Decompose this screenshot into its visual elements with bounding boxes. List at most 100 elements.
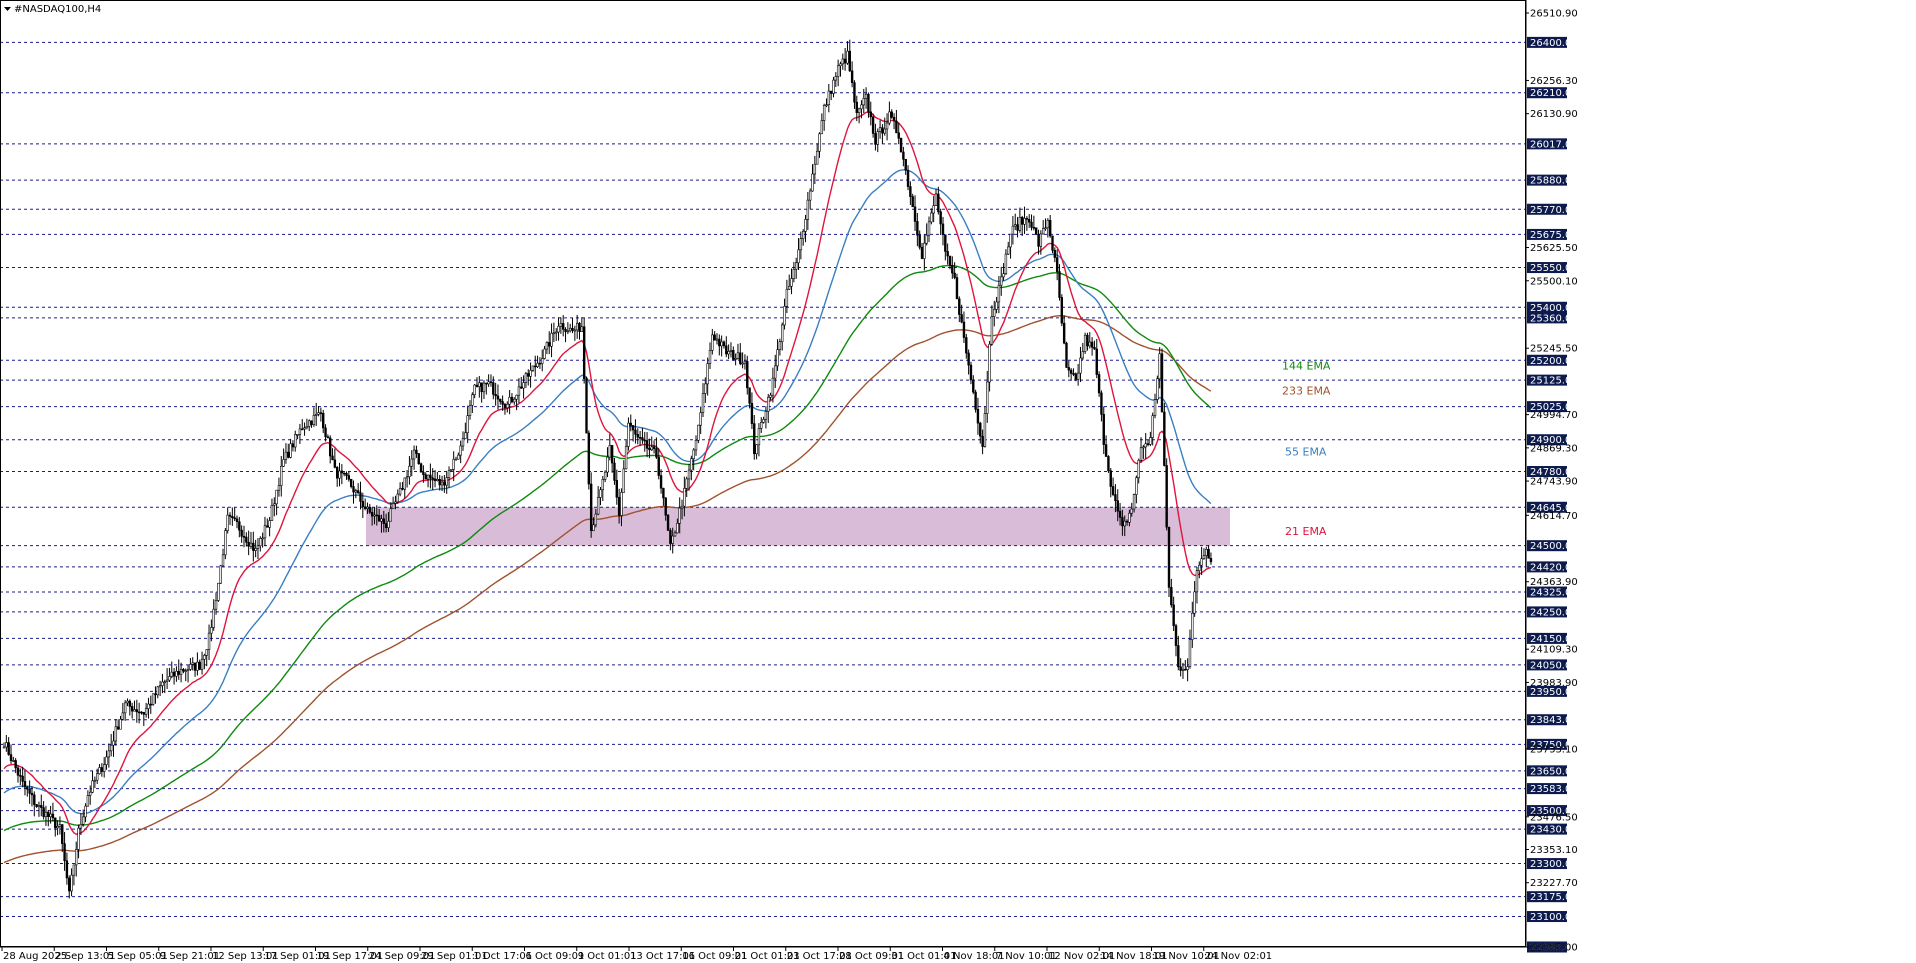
candle-body [116, 726, 120, 730]
candle-body [550, 332, 553, 347]
price-tick-label: 23733.10 [1530, 744, 1578, 755]
candle-body [878, 127, 882, 132]
candle-body [920, 246, 924, 259]
candle-body [280, 465, 283, 486]
candle-body [196, 661, 199, 671]
candle-body [289, 443, 292, 458]
candle-body [193, 662, 197, 671]
level-price-tag [1527, 632, 1567, 644]
candle-body [377, 515, 381, 522]
candle-body [184, 670, 187, 672]
candle-body [310, 420, 313, 425]
candle-body [107, 750, 111, 758]
candle-body [925, 234, 928, 244]
candle-body [578, 322, 581, 332]
candle-body [857, 108, 861, 113]
candle-body [284, 451, 288, 460]
candle-body [464, 432, 467, 440]
candle-body [398, 487, 402, 495]
candle-body [543, 348, 546, 359]
candle-body [1044, 227, 1047, 230]
candle-body [58, 824, 62, 827]
candle-body [836, 65, 840, 77]
price-tick-label: 26256.30 [1530, 76, 1578, 87]
candle-body [501, 401, 504, 405]
candle-body [396, 493, 399, 503]
level-price-tag [1527, 911, 1567, 923]
candle-body [962, 321, 966, 338]
candle-body [683, 488, 686, 507]
candle-body [839, 63, 842, 67]
candle-body [305, 425, 309, 429]
candle-body [694, 440, 698, 451]
candle-body [79, 823, 83, 829]
candle-body [862, 98, 865, 106]
candle-body [913, 206, 917, 222]
candle-body [762, 419, 765, 423]
candle-body [918, 234, 921, 248]
symbol-menu-arrow-icon[interactable] [4, 7, 11, 11]
candle-body [252, 542, 255, 551]
time-tick-label: 28 Oct 09:01 [839, 951, 904, 962]
candle-body [1090, 341, 1094, 348]
candle-body [1037, 234, 1040, 247]
candle-body [461, 438, 465, 447]
candle-body [368, 506, 372, 513]
level-price-tag [1527, 228, 1567, 240]
candle-body [93, 779, 97, 782]
candle-body [669, 530, 672, 544]
time-tick-label: 2 Sep 13:01 [55, 951, 115, 962]
candle-body [298, 428, 302, 435]
candle-body [1132, 494, 1136, 510]
level-price-label: 23750.00 [1530, 740, 1578, 751]
candle-body [1111, 486, 1115, 495]
candle-body [1007, 246, 1010, 255]
candle-body [1086, 334, 1089, 347]
candle-body [993, 309, 996, 317]
candle-body [981, 435, 984, 447]
candle-body [356, 490, 360, 493]
candle-body [585, 378, 588, 434]
candle-body [263, 525, 267, 539]
time-tick-label: 13 Oct 17:01 [630, 951, 695, 962]
candle-body [154, 693, 157, 696]
candle-body [1109, 470, 1112, 487]
time-tick-label: 5 Sep 05:01 [108, 951, 168, 962]
candle-body [494, 394, 497, 397]
time-tick-label: 29 Sep 01:01 [421, 951, 488, 962]
price-tick-label: 26130.90 [1530, 109, 1578, 120]
candle-body [680, 505, 684, 509]
candle-body [436, 479, 439, 482]
level-price-label: 23300.00 [1530, 859, 1578, 870]
candle-body [711, 334, 714, 351]
ema-label: 21 EMA [1285, 525, 1327, 538]
time-tick-label: 12 Sep 13:01 [212, 951, 279, 962]
candle-body [144, 708, 148, 715]
candle-body [296, 434, 299, 436]
candle-body [1158, 353, 1161, 380]
candle-body [655, 448, 658, 458]
candle-body [1069, 369, 1073, 374]
level-price-label: 24500.00 [1530, 541, 1578, 552]
candle-body [678, 507, 681, 524]
candle-body [815, 150, 819, 165]
candle-body [974, 391, 977, 410]
candle-body [867, 93, 870, 113]
candle-body [666, 514, 670, 531]
candle-body [366, 506, 369, 509]
candle-body [557, 325, 560, 333]
level-price-label: 23430.00 [1530, 825, 1578, 836]
candle-body [636, 434, 639, 438]
candle-body [652, 446, 656, 449]
level-price-tag [1527, 262, 1567, 274]
candle-body [927, 221, 931, 236]
candle-body [508, 396, 511, 405]
candle-body [44, 811, 48, 817]
candle-body [475, 384, 479, 387]
candle-body [238, 521, 241, 531]
candle-body [718, 338, 721, 347]
candle-body [349, 479, 353, 487]
candle-body [990, 316, 994, 345]
candle-body [1144, 443, 1147, 448]
price-tick-label: 25625.50 [1530, 243, 1578, 254]
